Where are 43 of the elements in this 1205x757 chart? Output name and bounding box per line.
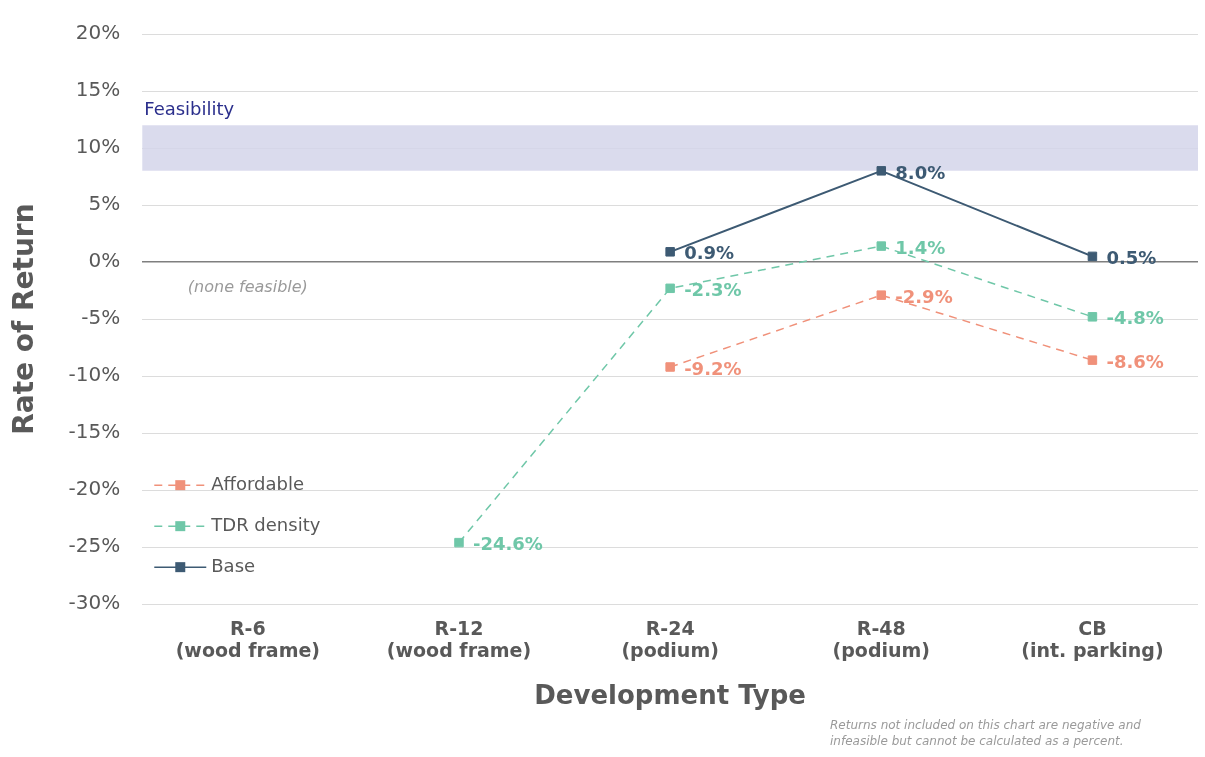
point <box>1087 312 1098 322</box>
x-tick-label: R-12 (wood frame) <box>386 616 532 662</box>
data-label: -2.9% <box>895 285 953 307</box>
data-label: -9.2% <box>684 357 742 379</box>
point <box>1087 251 1098 262</box>
point <box>665 362 675 372</box>
y-tick-label: -10% <box>68 362 121 387</box>
x-tick-label: R-48 (podium) <box>832 616 931 662</box>
y-tick-label: 20% <box>75 20 121 45</box>
y-tick-label: -15% <box>68 419 121 444</box>
y-tick-label: -25% <box>68 533 121 558</box>
y-tick-label: -30% <box>68 590 121 615</box>
point <box>876 241 887 251</box>
point <box>665 283 675 294</box>
point <box>454 537 464 548</box>
point <box>876 290 887 300</box>
legend-label: Base <box>211 554 256 576</box>
point <box>876 166 887 176</box>
y-tick-label: -5% <box>81 305 121 330</box>
x-tick-label: R-24 (podium) <box>621 616 719 662</box>
data-label: -8.6% <box>1106 350 1164 372</box>
data-label: -2.3% <box>684 278 742 300</box>
text: Returns not included on this chart are negative and infeasible but cannot be calculated as a percent. <box>830 718 1142 749</box>
legend-label: TDR density <box>210 513 321 535</box>
data-label: 1.4% <box>895 236 946 258</box>
legend-label: Affordable <box>211 472 305 494</box>
y-tick-label: 5% <box>88 191 121 216</box>
x-tick-label: CB (int. parking) <box>1021 616 1164 662</box>
data-label: 8.0% <box>895 161 946 183</box>
point <box>1087 355 1098 365</box>
data-label: -4.8% <box>1106 307 1164 329</box>
point <box>665 247 675 257</box>
data-label: 0.9% <box>684 242 735 264</box>
band-label: Feasibility <box>144 97 235 119</box>
x-tick-label: R-6 (wood frame) <box>175 616 321 662</box>
y-tick-label: -20% <box>68 476 121 501</box>
data-label: -24.6% <box>472 533 543 555</box>
x-axis-title: Development Type <box>534 680 807 711</box>
y-tick-label: 15% <box>75 77 121 102</box>
annotation: (none feasible) <box>187 277 308 297</box>
y-tick-label: 0% <box>88 248 121 273</box>
y-tick-label: 10% <box>75 134 121 159</box>
y-axis-title: Rate of Return <box>7 203 41 435</box>
